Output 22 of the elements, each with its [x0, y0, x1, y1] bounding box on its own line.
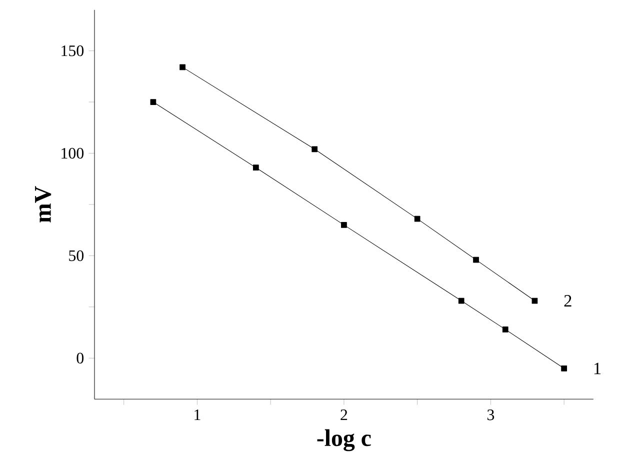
point — [502, 326, 508, 332]
x-tick-label: 2 — [340, 410, 348, 420]
y-tick-label: 150 — [62, 45, 84, 56]
y-axis-title: mV — [35, 186, 52, 222]
x-tick-label: 3 — [487, 410, 494, 420]
series-label: 1 — [594, 362, 601, 374]
y-tick-label: 50 — [69, 250, 84, 262]
point — [473, 256, 479, 263]
x-axis-title: -log c — [317, 429, 371, 452]
point — [150, 99, 156, 106]
point — [532, 298, 538, 304]
point — [180, 64, 186, 70]
point — [312, 146, 318, 152]
point — [458, 298, 464, 304]
series-label: 2 — [564, 295, 572, 307]
y-tick-label: 0 — [76, 352, 84, 364]
point — [561, 366, 567, 372]
point — [341, 222, 347, 228]
x-tick-label: 1 — [194, 410, 200, 420]
point — [252, 164, 259, 171]
y-tick-label: 100 — [62, 148, 84, 159]
point — [414, 216, 420, 222]
